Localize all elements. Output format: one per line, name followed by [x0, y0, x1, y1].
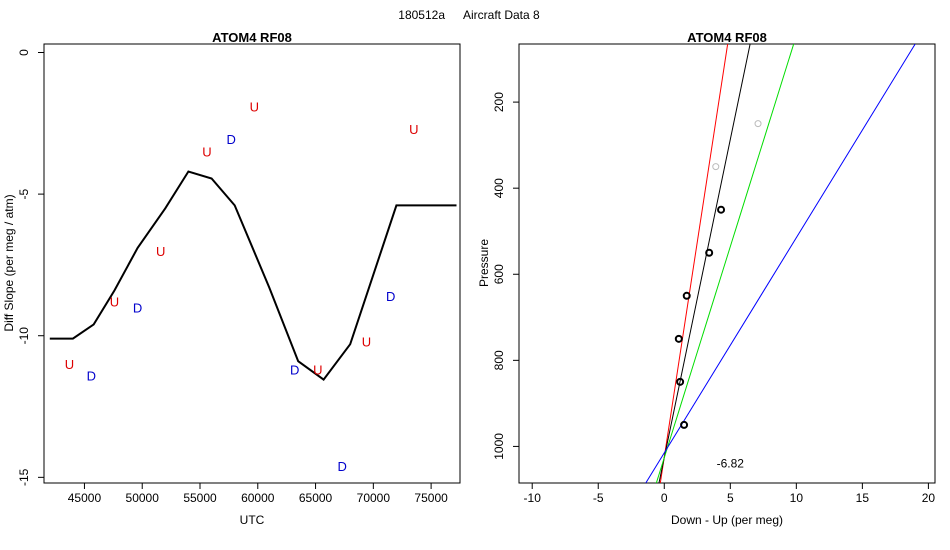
right-x-tick-label: 20: [922, 491, 936, 505]
left-y-axis: 0 -5 -10 -15: [17, 49, 44, 486]
right-chart-title: ATOM4 RF08: [687, 30, 767, 45]
right-x-tick-label: 5: [727, 491, 734, 505]
right-y-tick-label: 1000: [492, 433, 506, 460]
left-x-tick-label: 70000: [357, 491, 391, 505]
right-grey-point: [754, 120, 762, 128]
right-grey-point: [712, 163, 720, 171]
left-y-tick-label: -15: [17, 468, 31, 486]
left-x-axis-label: UTC: [240, 513, 265, 527]
left-y-tick-label: 0: [17, 49, 31, 56]
right-black-point: [717, 205, 726, 214]
left-ud-label: D: [290, 363, 299, 378]
right-points: [674, 120, 762, 429]
right-chart-panel: ATOM4 RF08 -10 -5 0 5 10 15 20 200 400 600 800 100…: [477, 30, 936, 527]
right-black-point: [680, 420, 689, 429]
figure-suptitle: 180512a Aircraft Data 8: [398, 8, 540, 22]
right-y-axis: 200 400 600 800 1000: [492, 92, 519, 460]
left-series-group: [49, 170, 457, 381]
right-x-tick-label: -5: [593, 491, 604, 505]
right-y-tick-label: 200: [492, 92, 506, 112]
left-x-tick-label: 60000: [241, 491, 275, 505]
right-x-axis-label: Down - Up (per meg): [671, 513, 783, 527]
left-x-tick-label: 50000: [126, 491, 160, 505]
right-y-tick-label: 800: [492, 350, 506, 370]
left-y-tick-label: -10: [17, 327, 31, 345]
right-black-point: [705, 248, 714, 257]
left-y-axis-label: Diff Slope (per meg / atm): [2, 194, 16, 331]
left-ud-label: D: [133, 300, 142, 315]
left-ud-label: U: [110, 295, 119, 310]
right-plot-frame: [518, 43, 936, 484]
left-y-tick-label: -5: [17, 188, 31, 199]
left-chart-title: ATOM4 RF08: [212, 30, 292, 45]
right-fit-line: [655, 44, 795, 483]
left-ud-label: U: [250, 99, 259, 114]
left-ud-label: D: [227, 132, 236, 147]
right-black-point: [682, 291, 691, 300]
left-ud-label: D: [87, 368, 96, 383]
left-chart-panel: ATOM4 RF08 45000 50000 55000 60000 65000 7000…: [2, 30, 461, 527]
left-ud-label: U: [156, 244, 165, 259]
right-y-axis-label: Pressure: [477, 239, 491, 287]
right-x-tick-label: 0: [661, 491, 668, 505]
left-x-tick-label: 45000: [68, 491, 102, 505]
left-ud-label: D: [337, 459, 346, 474]
right-x-tick-label: 15: [856, 491, 870, 505]
right-fit-line: [645, 44, 916, 483]
left-plot-frame: [43, 43, 461, 484]
suptitle-id: 180512a: [398, 8, 445, 22]
right-y-tick-label: 600: [492, 264, 506, 284]
right-annotation: -6.82: [717, 457, 745, 471]
right-fit-line: [658, 44, 751, 483]
right-x-tick-label: 10: [790, 491, 804, 505]
right-y-tick-label: 400: [492, 178, 506, 198]
left-ud-label: D: [386, 289, 395, 304]
left-ud-label: U: [313, 363, 322, 378]
right-fit-lines: [645, 44, 916, 483]
left-ud-label: U: [202, 145, 211, 160]
left-ud-label: U: [65, 357, 74, 372]
right-black-point: [674, 334, 683, 343]
right-fit-line: [659, 44, 729, 483]
left-ud-label: U: [409, 122, 418, 137]
left-x-tick-label: 75000: [414, 491, 448, 505]
left-x-tick-label: 65000: [299, 491, 333, 505]
left-x-axis: 45000 50000 55000 60000 65000 70000 75000: [68, 483, 448, 505]
right-black-point: [676, 377, 685, 386]
left-ud-label: U: [362, 334, 371, 349]
left-diff-slope-line: [49, 170, 457, 381]
suptitle-text: Aircraft Data 8: [463, 8, 540, 22]
right-x-tick-label: -10: [524, 491, 542, 505]
right-x-axis: -10 -5 0 5 10 15 20: [524, 483, 936, 505]
left-x-tick-label: 55000: [183, 491, 217, 505]
